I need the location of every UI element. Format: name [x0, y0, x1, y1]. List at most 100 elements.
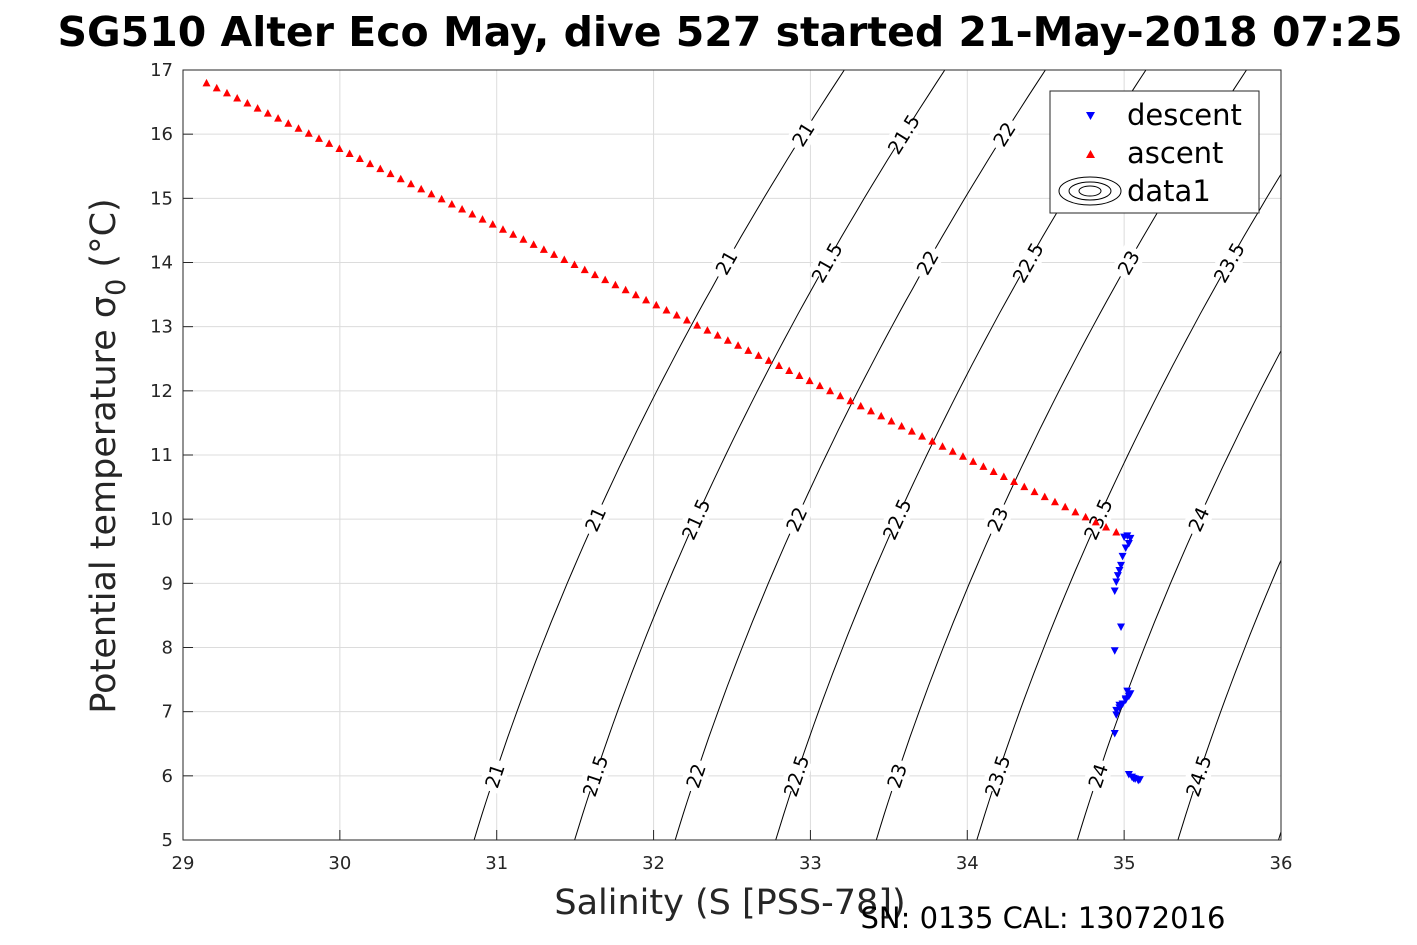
- ascent-point: [979, 462, 988, 470]
- ascent-point: [314, 134, 323, 142]
- descent-point: [1126, 534, 1135, 543]
- ascent-point: [948, 447, 957, 455]
- y-tick-label: 7: [162, 702, 173, 723]
- ascent-point: [243, 99, 252, 107]
- ascent-point: [989, 467, 998, 475]
- ascent-point: [887, 416, 896, 425]
- ascent-point: [1030, 487, 1039, 496]
- contour-line: [1379, 70, 1417, 840]
- y-axis-label: Potential temperature σ0 (°C): [84, 198, 132, 713]
- descent-point: [1121, 695, 1130, 703]
- ascent-point: [672, 310, 681, 319]
- chart-title: SG510 Alter Eco May, dive 527 started 21…: [58, 8, 1403, 56]
- ascent-point: [877, 411, 886, 420]
- legend-box: [1049, 90, 1260, 214]
- y-tick-label: 14: [150, 253, 173, 274]
- ascent-point: [1040, 492, 1049, 501]
- y-tick-label: 11: [150, 445, 173, 466]
- ascent-point: [355, 154, 364, 163]
- descent-point: [1126, 690, 1135, 698]
- ascent-point: [846, 396, 855, 405]
- contour-label-bg: [808, 242, 846, 283]
- x-axis-label: Salinity (S [PSS-78]): [554, 883, 905, 923]
- ascent-point: [928, 437, 937, 445]
- ascent-point: [631, 290, 640, 299]
- ascent-point: [1112, 528, 1121, 536]
- descent-point: [1110, 729, 1119, 738]
- descent-point: [1121, 544, 1130, 553]
- contour-label-bg: [1210, 242, 1248, 283]
- y-axis-label-unit: (°C): [84, 198, 124, 278]
- ascent-point: [570, 260, 579, 269]
- ascent-point: [601, 275, 610, 284]
- y-axis-label-subscript: 0: [101, 279, 132, 296]
- ascent-point: [611, 280, 620, 289]
- contour-label-bg: [884, 114, 923, 155]
- ascent-point: [222, 88, 231, 97]
- ascent-point: [376, 164, 385, 173]
- contour-label-bg: [577, 499, 613, 539]
- descent-point: [1117, 561, 1126, 570]
- ascent-point: [274, 114, 283, 122]
- ascent-point: [539, 245, 548, 253]
- ascent-point: [335, 144, 344, 152]
- descent-point: [1112, 578, 1121, 587]
- ascent-point: [1081, 512, 1090, 521]
- x-tick-label: 30: [328, 853, 351, 874]
- descent-point: [1135, 776, 1144, 784]
- contour-label-bg: [1110, 242, 1147, 283]
- contour-label-bg: [679, 756, 713, 795]
- descent-point: [1110, 647, 1119, 655]
- x-tick-label: 29: [172, 853, 195, 874]
- contour-line: [674, 70, 1046, 840]
- ascent-point: [999, 472, 1008, 480]
- ascent-point: [693, 321, 702, 329]
- descent-series: [1110, 532, 1144, 785]
- contour-line: [1076, 349, 1281, 840]
- contour-label-bg: [1181, 756, 1215, 795]
- ascent-point: [396, 174, 405, 183]
- x-tick-label: 31: [485, 853, 508, 874]
- ascent-point: [682, 316, 691, 324]
- ascent-point: [1050, 497, 1059, 506]
- ascent-point: [836, 391, 845, 400]
- legend-descent-marker: [1086, 112, 1095, 120]
- y-tick-label: 17: [150, 60, 173, 81]
- ascent-point: [1010, 477, 1019, 486]
- contour-label-bg: [980, 756, 1014, 795]
- ascent-point: [795, 371, 804, 380]
- ascent-point: [744, 346, 753, 354]
- ascent-point: [488, 220, 497, 228]
- y-tick-label: 5: [162, 830, 173, 851]
- ascent-point: [703, 326, 712, 334]
- contour-label-bg: [1181, 499, 1217, 539]
- contour-label-bg: [478, 756, 511, 795]
- ascent-point: [938, 442, 947, 450]
- y-tick-label: 15: [150, 188, 173, 209]
- ascent-series: [202, 78, 1121, 536]
- y-tick-label: 8: [162, 638, 173, 659]
- ascent-point: [826, 386, 835, 395]
- contour-line: [1278, 830, 1281, 840]
- ascent-point: [1091, 517, 1100, 526]
- ascent-point: [386, 169, 395, 178]
- ascent-point: [284, 119, 293, 127]
- contour-line: [473, 70, 845, 840]
- ascent-point: [785, 366, 794, 375]
- ascent-point: [774, 361, 783, 369]
- y-tick-label: 16: [150, 124, 173, 145]
- descent-point: [1129, 774, 1138, 783]
- ascent-point: [713, 331, 722, 339]
- x-tick-label: 33: [799, 853, 822, 874]
- contour-line: [574, 70, 946, 840]
- ascent-point: [754, 351, 763, 359]
- ascent-point: [580, 265, 589, 274]
- contour-label-bg: [1080, 499, 1116, 539]
- contour-line: [1177, 558, 1281, 840]
- contour-label-bg: [578, 756, 612, 795]
- ascent-point: [1071, 507, 1080, 516]
- y-axis-ticks: 5 6 7 8 9 10 11 12 13 14 15 16 17: [150, 60, 193, 851]
- contour-line: [976, 173, 1281, 840]
- ascent-point: [509, 230, 518, 238]
- ascent-point: [652, 300, 661, 309]
